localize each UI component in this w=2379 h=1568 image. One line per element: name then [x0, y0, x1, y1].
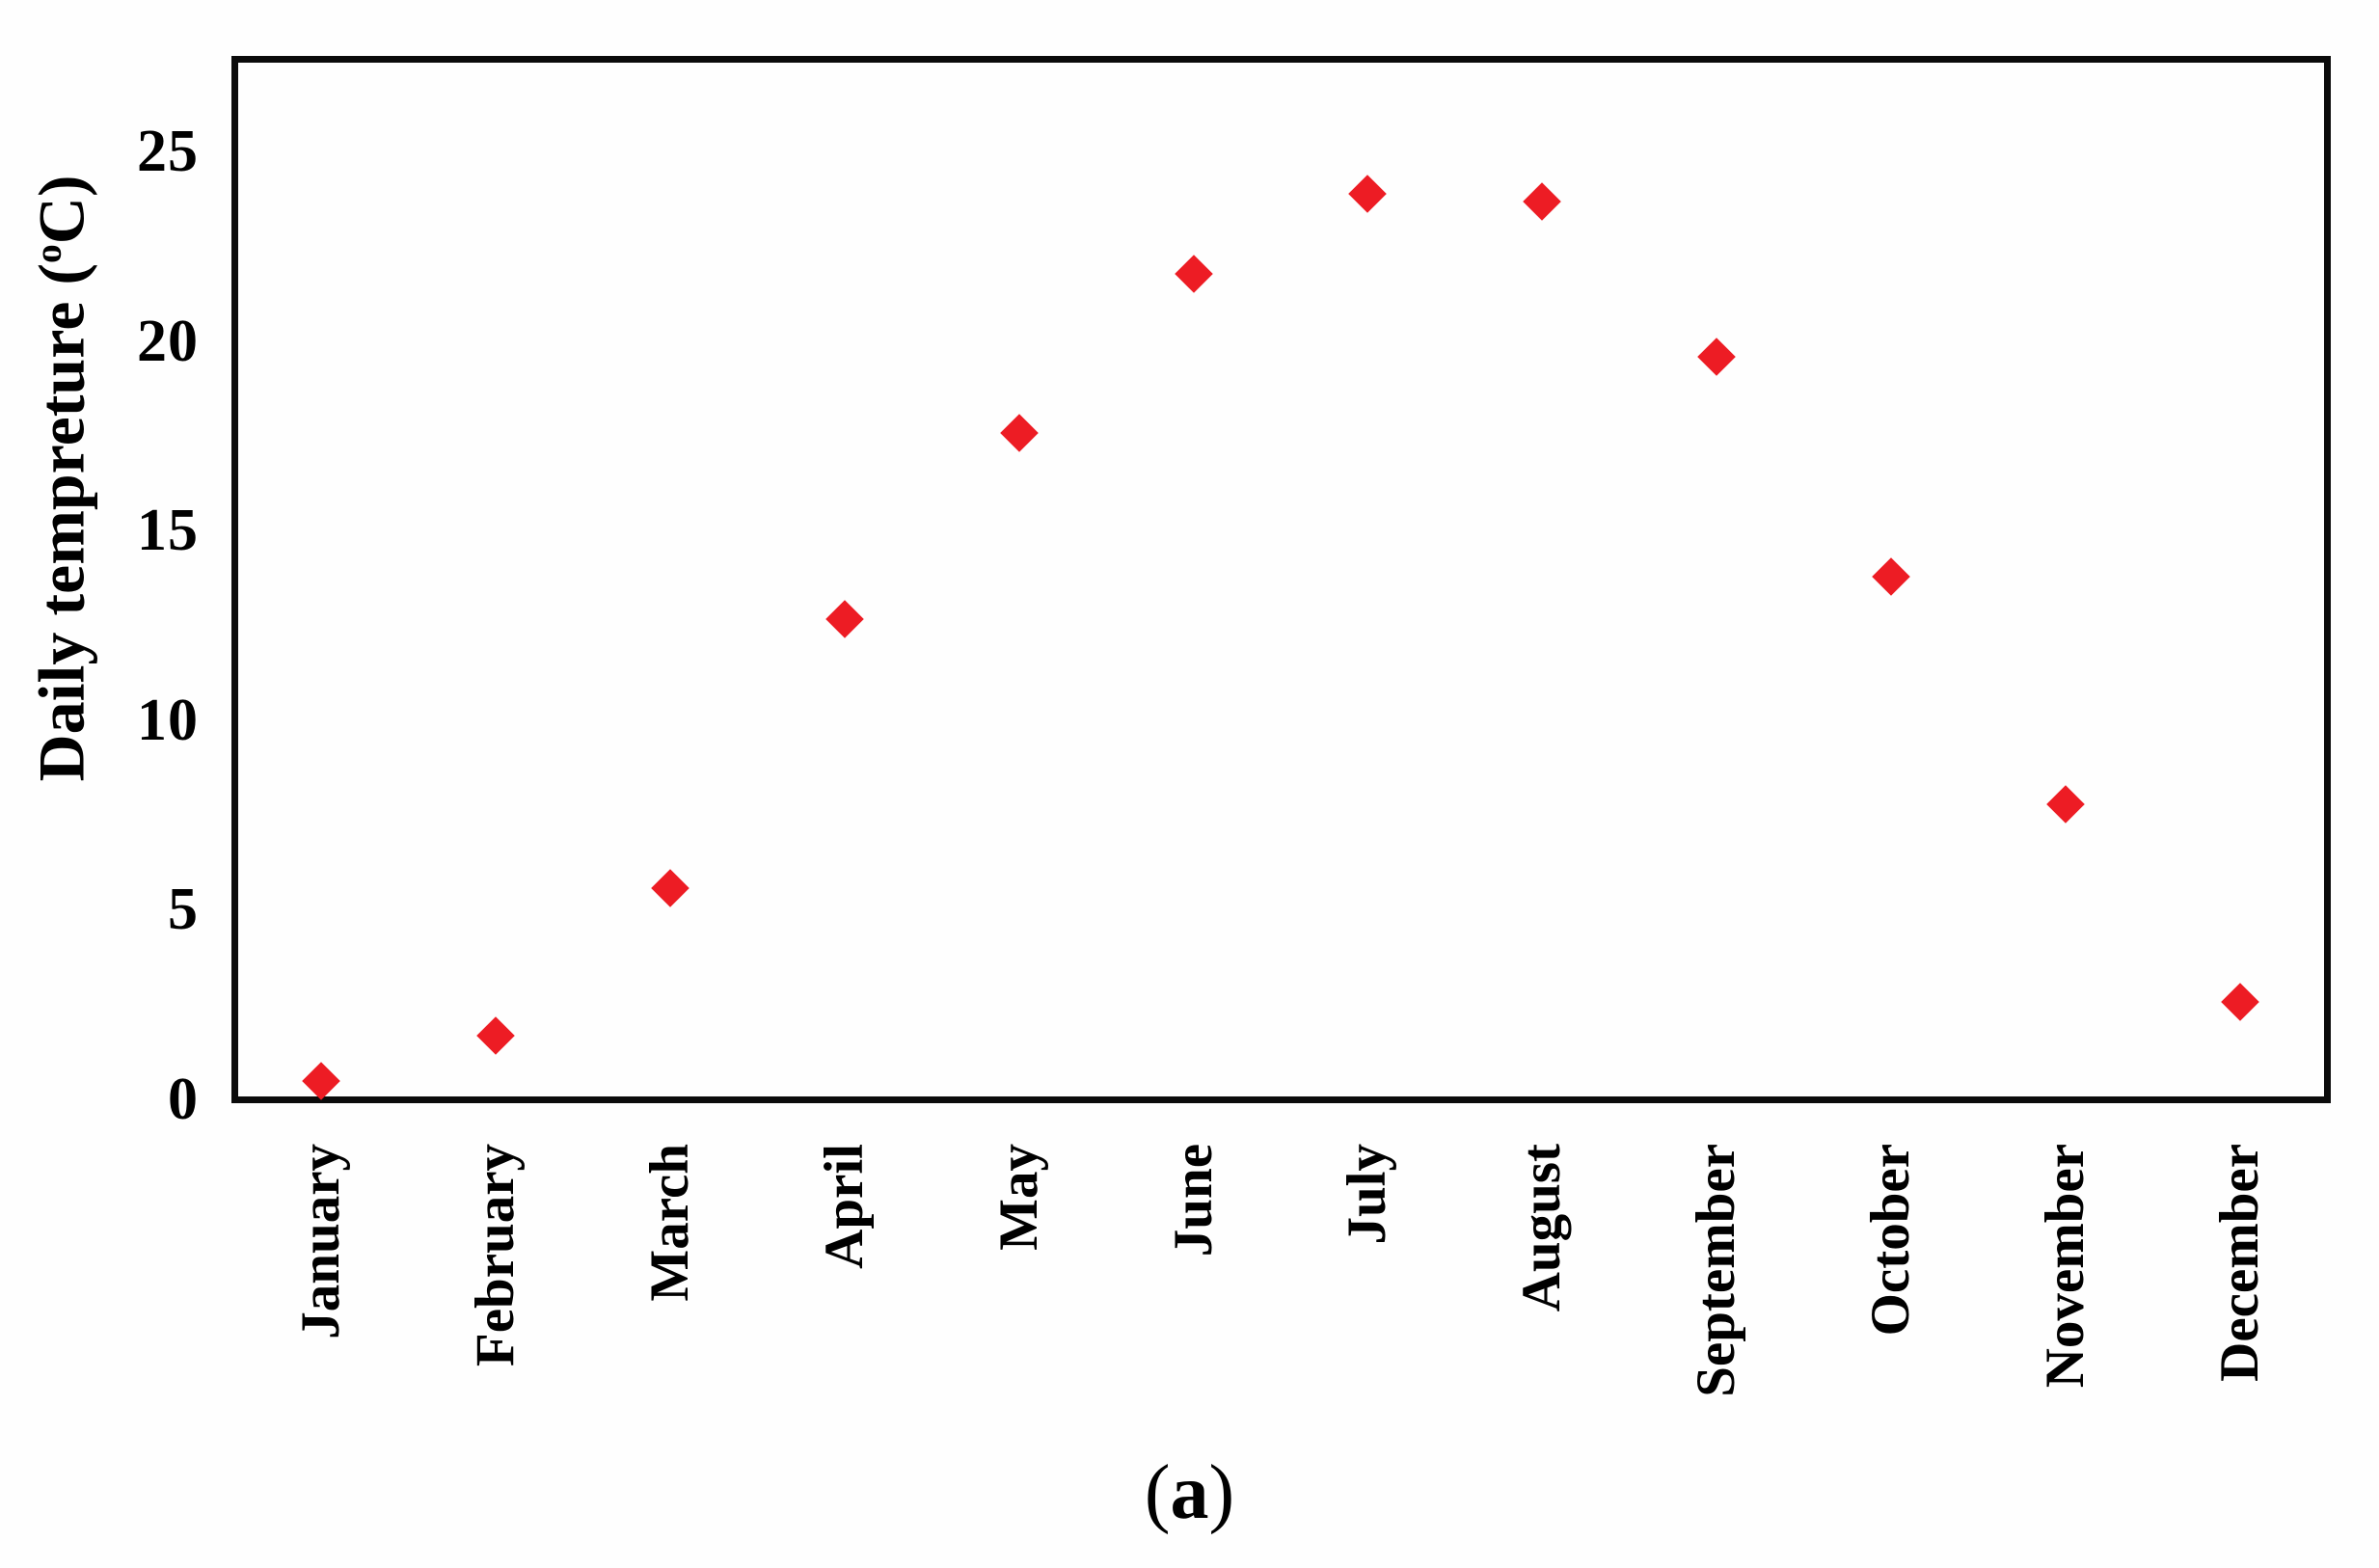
y-tick-label-15: 15 — [137, 497, 199, 563]
x-label-text: August — [1511, 1144, 1573, 1312]
plot-frame — [231, 56, 2331, 1103]
x-label-text: October — [1859, 1144, 1921, 1337]
x-label-text: September — [1686, 1144, 1747, 1397]
x-label-text: March — [639, 1144, 701, 1302]
y-tick-label-5: 5 — [168, 877, 199, 943]
y-tick-label-25: 25 — [137, 118, 199, 184]
y-tick-label-0: 0 — [168, 1066, 199, 1132]
caption-open-paren: ( — [1144, 1450, 1171, 1535]
x-label-text: June — [1162, 1144, 1224, 1257]
x-label-text: July — [1337, 1144, 1398, 1245]
x-label-text: January — [290, 1144, 352, 1339]
caption-close-paren: ) — [1208, 1450, 1235, 1535]
degree-superscript: o — [26, 244, 69, 263]
x-label-text: December — [2208, 1144, 2270, 1382]
y-tick-label-10: 10 — [137, 687, 199, 753]
y-tick-label-20: 20 — [137, 308, 199, 374]
figure-caption: (a) — [0, 1454, 2379, 1531]
x-label-text: February — [465, 1144, 527, 1367]
x-label-text: April — [813, 1144, 875, 1269]
y-axis-title-suffix: C) — [24, 175, 98, 245]
x-label-text: November — [2034, 1144, 2095, 1389]
caption-letter: a — [1170, 1450, 1209, 1535]
x-label-text: May — [987, 1144, 1049, 1251]
